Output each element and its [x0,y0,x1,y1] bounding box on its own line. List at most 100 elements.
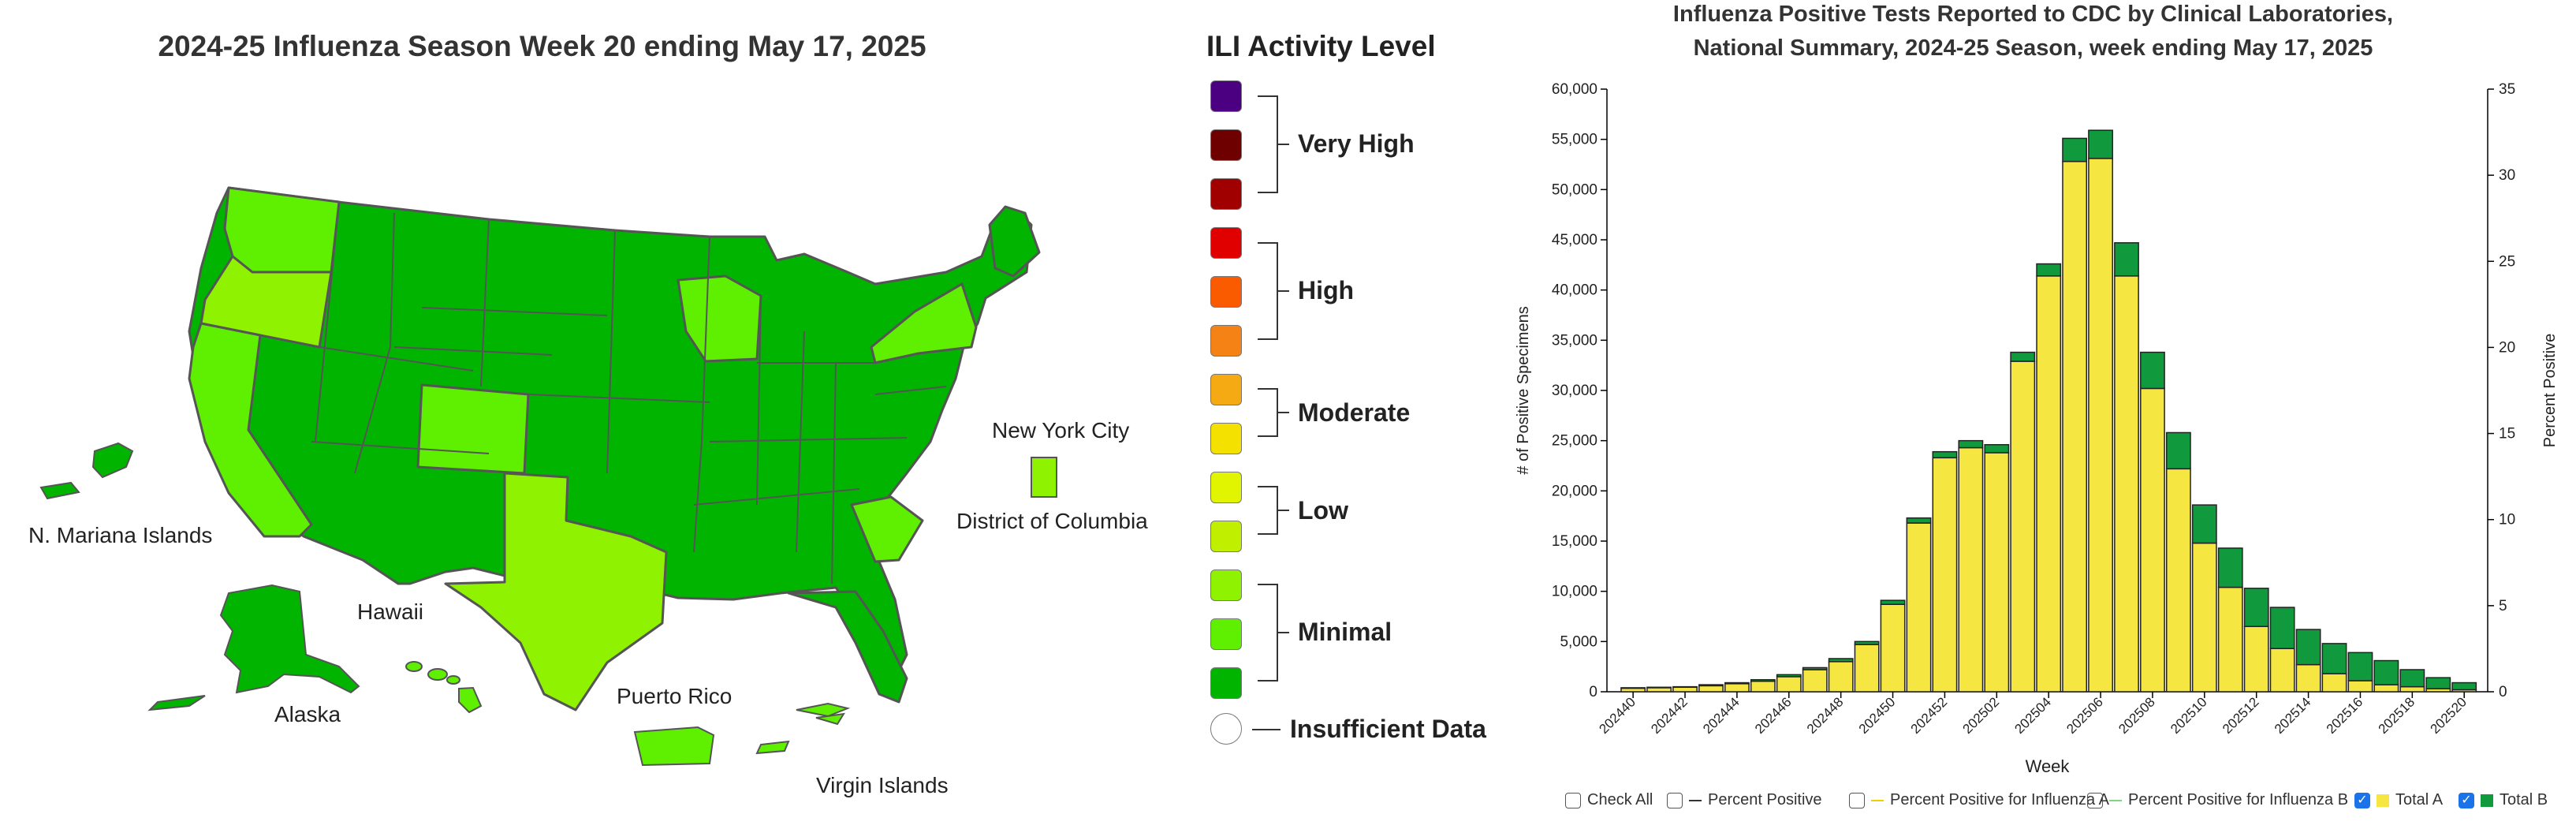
legend-swatch-4 [1210,227,1242,259]
bar-total-a [2243,625,2269,693]
bar-total-b [2269,607,2295,649]
total-b-checkbox[interactable]: ✓ [2459,792,2474,808]
bar-total-a [1802,669,1828,693]
percent-positive-key [1689,799,1702,801]
total-a-control[interactable]: ✓ Total A [2354,791,2443,809]
bar-total-a [2191,542,2217,693]
bar-total-b [2088,129,2113,159]
bracket-low [1258,486,1278,535]
percent-positive-checkbox[interactable] [1667,792,1683,808]
bar-total-b [2243,588,2269,627]
bar-total-b [2399,669,2425,688]
x-tick-label: 202510 [2168,694,2210,737]
south-carolina-shape [850,495,924,563]
bracket-tick [1278,144,1289,145]
percent-b-checkbox[interactable] [2087,792,2103,808]
dc-box [1031,457,1057,498]
bar-total-b [1750,678,1776,682]
y-tick-label: 60,000 [1552,81,1597,98]
alaska-label: Alaska [274,702,341,726]
percent-positive-label: Percent Positive [1708,791,1822,808]
florida-shape [787,590,908,704]
puerto-rico-shape [633,726,715,767]
total-b-control[interactable]: ✓ Total B [2459,791,2548,809]
percent-a-control[interactable]: Percent Positive for Influenza A [1849,791,2109,809]
group-very-high: Very High [1298,129,1415,158]
legend-swatch-8 [1210,423,1242,454]
bracket-tick [1278,290,1289,292]
percent-a-checkbox[interactable] [1849,792,1865,808]
y-tick-label: 15,000 [1552,533,1597,550]
nyc-label: New York City [992,418,1130,443]
total-a-checkbox[interactable]: ✓ [2354,792,2370,808]
texas-shape [444,472,668,711]
bracket-minimal [1258,584,1278,681]
percent-b-label: Percent Positive for Influenza B [2128,791,2349,808]
bar-total-a [1672,686,1698,693]
chart-panel: Influenza Positive Tests Reported to CDC… [1490,0,2576,829]
bar-total-b [1828,658,1854,663]
legend-swatch-10 [1210,521,1242,552]
y2-tick-label: 35 [2499,81,2515,98]
legend-swatch-3 [1210,178,1242,210]
bar-total-a [1724,683,1750,693]
chart-title-line2: National Summary, 2024-25 Season, week e… [1693,35,2373,61]
dc-label: District of Columbia [956,509,1148,533]
x-tick-label: 202508 [2116,694,2158,737]
group-minimal: Minimal [1298,618,1392,646]
bar-total-b [2036,263,2062,277]
state-borders [311,201,947,584]
x-tick-label: 202502 [1960,694,2003,737]
percent-positive-control[interactable]: Percent Positive [1667,791,1822,809]
bar-total-a [1776,676,1802,693]
y-tick-label: 10,000 [1552,584,1597,600]
percent-b-control[interactable]: Percent Positive for Influenza B [2087,791,2348,809]
x-tick-label: 202514 [2272,694,2314,737]
bar-chart: 0 5,000 10,000 15,000 20,000 25,000 30,000 35,0… [1515,81,2559,776]
bar-total-b [2062,137,2088,162]
total-a-key [2377,794,2389,807]
y-tick-label: 45,000 [1552,232,1597,248]
x-tick-label: 202452 [1908,694,1951,737]
bar-total-a [1906,522,1932,693]
bar-total-a [1698,685,1724,693]
y-tick-label: 30,000 [1552,383,1597,399]
bar-total-a [2036,275,2062,693]
us-map [39,186,1057,767]
group-insufficient: Insufficient Data [1290,715,1486,743]
bar-total-a [1880,603,1906,693]
bar-total-b [2451,681,2477,691]
legend-swatch-7 [1210,374,1242,405]
bar-total-a [2165,468,2191,693]
bracket-very-high [1258,95,1278,193]
bar-total-b [1802,667,1828,670]
check-all-checkbox[interactable] [1565,792,1581,808]
bar-total-b [1880,599,1906,605]
y-tick-label: 25,000 [1552,433,1597,450]
y-tick-label: 5,000 [1560,633,1597,650]
bar-total-a [1646,687,1672,693]
bar-total-a [2373,684,2399,693]
map-panel: 2024-25 Influenza Season Week 20 ending … [0,0,1183,829]
total-b-key [2481,794,2493,807]
bar-total-a [2062,160,2088,693]
bar-total-a [2114,275,2139,693]
percent-a-label: Percent Positive for Influenza A [1890,791,2109,808]
x-tick-label: 202440 [1596,694,1638,737]
bar-total-b [2295,629,2321,666]
bar-total-b [1932,450,1958,459]
bar-total-a [1750,680,1776,693]
y-tick-label: 20,000 [1552,483,1597,499]
hawaii-label: Hawaii [357,599,424,624]
x-tick-label: 202506 [2063,694,2106,737]
bar-total-b [2114,242,2139,277]
y-axis-title: # of Positive Specimens [1515,306,1532,474]
check-all-control[interactable]: Check All [1565,791,1653,809]
bracket-tick [1278,412,1289,413]
hawaii-shape [405,661,483,714]
check-all-label: Check All [1587,791,1653,808]
bar-total-b [1620,687,1646,689]
bar-total-a [2321,673,2347,693]
bar-total-b [2217,547,2243,588]
california-shape [188,322,313,538]
